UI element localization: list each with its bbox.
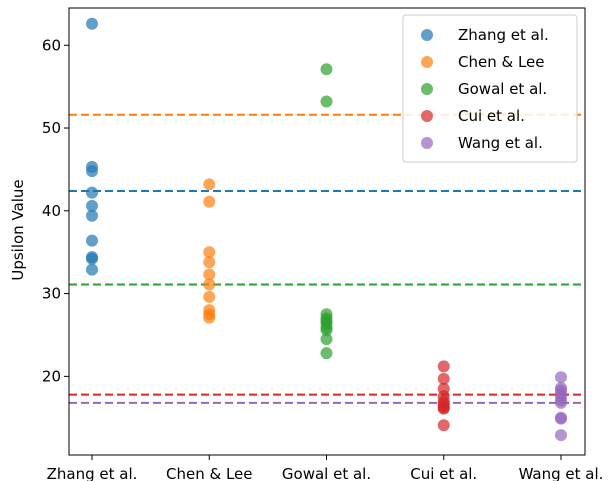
legend-label-3: Cui et al. <box>458 107 525 125</box>
data-point-3-8 <box>437 402 450 415</box>
legend-marker-0 <box>421 29 433 41</box>
data-point-2-8 <box>320 333 333 346</box>
data-point-2-9 <box>320 347 333 360</box>
data-point-4-9 <box>555 429 567 442</box>
x-tick-label-1: Chen & Lee <box>166 465 253 481</box>
legend-box <box>402 14 578 163</box>
x-tick-label-0: Zhang et al. <box>47 465 138 481</box>
data-point-3-9 <box>437 419 450 432</box>
data-point-1-4 <box>203 268 216 281</box>
data-point-1-1 <box>203 195 216 208</box>
data-point-0-5 <box>86 209 98 222</box>
data-point-0-2 <box>86 165 98 178</box>
y-tick-label-2: 40 <box>42 202 61 220</box>
data-point-1-3 <box>203 256 216 269</box>
legend-marker-2 <box>421 83 433 95</box>
data-point-2-7 <box>320 324 333 337</box>
data-point-4-8 <box>555 412 567 425</box>
data-point-3-1 <box>437 372 450 385</box>
data-point-4-0 <box>555 371 567 384</box>
legend-label-1: Chen & Lee <box>458 53 545 71</box>
data-point-1-9 <box>203 311 216 324</box>
y-tick-label-4: 60 <box>42 36 61 54</box>
data-point-0-9 <box>86 263 98 276</box>
legend-label-0: Zhang et al. <box>458 26 549 44</box>
y-axis-ticks: 20 30 40 50 60 <box>42 36 69 385</box>
data-point-2-1 <box>320 95 333 108</box>
data-point-4-6 <box>555 396 567 409</box>
x-axis-ticks: Zhang et al. Chen & Lee Gowal et al. Cui et… <box>47 455 604 481</box>
data-point-0-3 <box>86 186 98 199</box>
y-tick-label-3: 50 <box>42 119 61 137</box>
x-tick-label-3: Cui et al. <box>410 465 477 481</box>
legend: Zhang et al. Chen & Lee Gowal et al. Cui et… <box>402 14 578 163</box>
y-tick-label-1: 30 <box>42 285 61 303</box>
data-point-1-2 <box>203 246 216 259</box>
data-point-0-6 <box>86 234 98 247</box>
legend-label-4: Wang et al. <box>458 134 543 152</box>
y-tick-label-0: 20 <box>42 367 61 385</box>
data-point-2-0 <box>320 63 333 76</box>
data-point-0-0 <box>86 17 98 30</box>
legend-marker-1 <box>421 56 433 68</box>
data-point-1-6 <box>203 290 216 303</box>
x-tick-label-2: Gowal et al. <box>282 465 371 481</box>
legend-marker-4 <box>421 137 433 149</box>
legend-label-2: Gowal et al. <box>458 80 547 98</box>
mean-lines <box>69 113 585 404</box>
data-point-1-5 <box>203 278 216 291</box>
data-point-3-0 <box>437 360 450 373</box>
data-points <box>86 17 567 442</box>
x-tick-label-4: Wang et al. <box>519 465 604 481</box>
data-point-0-8 <box>86 252 98 265</box>
y-axis-label: Upsilon Value <box>9 179 27 280</box>
data-point-1-0 <box>203 178 216 191</box>
legend-marker-3 <box>421 110 433 122</box>
data-point-0-4 <box>86 199 98 212</box>
